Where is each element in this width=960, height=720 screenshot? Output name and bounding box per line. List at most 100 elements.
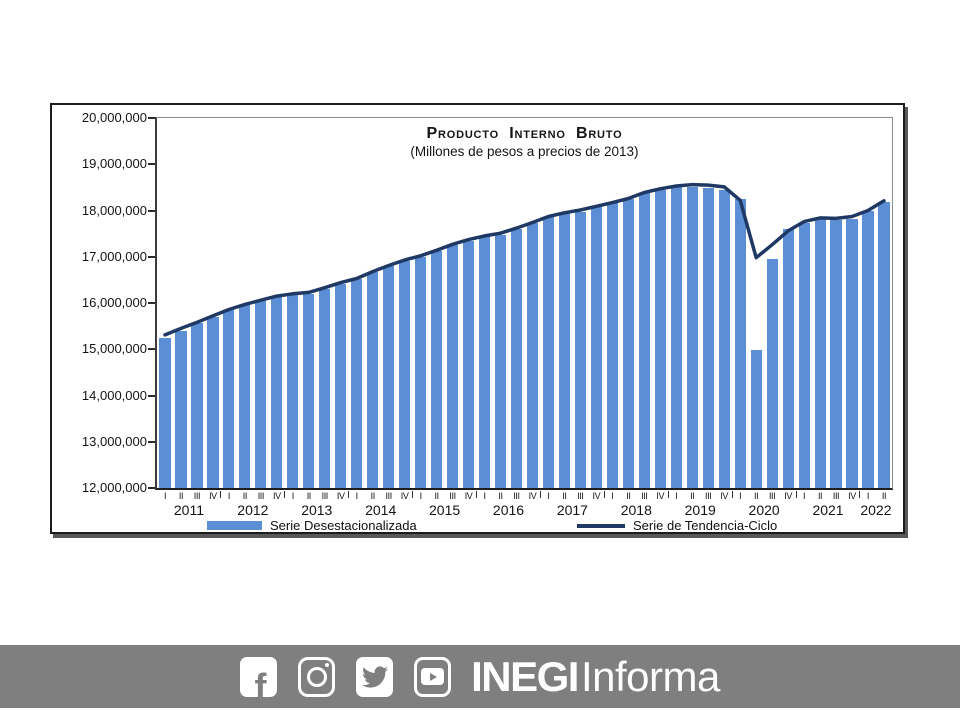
facebook-f-glyph: f: [254, 665, 267, 697]
quarter-label: III: [768, 491, 776, 501]
inegi-wordmark: INEGI: [471, 652, 579, 700]
y-tick-label: 16,000,000: [81, 295, 147, 310]
year-label-2022: 2022: [860, 502, 892, 518]
year-label-2020: 2020: [748, 502, 780, 518]
quarter-group-2012: I II III IV: [220, 491, 285, 502]
bar-2019-II: [686, 187, 698, 488]
y-tick-mark: [148, 394, 155, 397]
quarter-label: IV: [400, 491, 409, 501]
y-tick-mark: [148, 487, 155, 489]
quarter-label: II: [562, 491, 567, 501]
y-axis: 20,000,000 19,000,000 18,000,000 17,000,000…: [52, 110, 153, 495]
bar-2020-II: [750, 350, 762, 488]
legend-item-desestacionalizada: Serie Desestacionalizada: [207, 518, 417, 533]
quarter-label: IV: [209, 491, 217, 501]
y-tick-label: 15,000,000: [81, 341, 147, 357]
year-label-2011: 2011: [173, 502, 204, 518]
chart-title: Producto Interno Bruto: [426, 125, 623, 142]
y-tick-label: 17,000,000: [81, 248, 147, 264]
bar-2020-III: [766, 259, 778, 488]
bar-2019-III: [702, 188, 714, 488]
quarter-label: I: [483, 491, 486, 501]
bar-2012-II: [239, 304, 251, 488]
instagram-dot: [325, 662, 330, 667]
quarter-label: I: [866, 491, 870, 501]
quarter-label: II: [370, 491, 376, 501]
bar-2015-II: [431, 251, 443, 488]
year-label-2019: 2019: [684, 502, 716, 518]
bar-2014-IV: [399, 260, 411, 488]
bar-2021-II: [814, 218, 826, 488]
year-label-2015: 2015: [429, 502, 461, 518]
quarter-label: I: [803, 491, 806, 501]
bar-2018-IV: [654, 189, 666, 488]
quarter-label: I: [739, 491, 742, 501]
quarter-label: IV: [272, 491, 281, 501]
year-label-2012: 2012: [237, 502, 269, 518]
bar-2022-I: [862, 210, 874, 488]
y-tick-mark: [148, 255, 155, 258]
youtube-play-glyph: [430, 672, 438, 681]
trend-line: [163, 182, 886, 337]
year-label-2017: 2017: [556, 502, 588, 518]
bar-2017-IV: [590, 205, 602, 488]
legend-label-desestacionalizada: Serie Desestacionalizada: [270, 518, 417, 533]
quarter-group-2017: I II III IV: [539, 491, 604, 502]
quarter-label: III: [321, 491, 329, 501]
quarter-label: IV: [464, 491, 473, 501]
bar-2011-I: [159, 337, 171, 488]
bar-2013-II: [303, 293, 315, 488]
year-label-2018: 2018: [620, 502, 652, 518]
quarter-label: IV: [528, 491, 537, 501]
quarter-label: IV: [720, 491, 729, 501]
chart-title-block: Producto Interno Bruto (Millones de peso…: [157, 125, 892, 159]
quarter-label: III: [513, 491, 520, 501]
bar-2020-IV: [782, 229, 794, 488]
quarter-group-2022: I II: [859, 491, 892, 502]
gdp-chart: 20,000,000 19,000,000 18,000,000 17,000,000…: [50, 103, 905, 534]
quarter-group-2016: I II III IV: [476, 491, 541, 502]
bar-2015-I: [415, 256, 427, 488]
quarter-label: I: [163, 491, 167, 501]
quarter-label: IV: [656, 491, 665, 501]
informa-wordmark: Informa: [580, 652, 720, 700]
quarter-group-2020: I II III IV: [731, 491, 796, 502]
quarter-group-2013: I II III IV: [284, 491, 349, 502]
quarter-label: II: [626, 491, 631, 501]
bar-2022-II: [878, 202, 890, 488]
quarter-label: II: [817, 491, 823, 501]
y-tick-label: 18,000,000: [81, 202, 147, 218]
legend-label-tendencia-ciclo: Serie de Tendencia-Ciclo: [633, 518, 778, 533]
quarter-label: II: [754, 491, 759, 501]
facebook-icon: f: [240, 656, 278, 697]
legend-item-tendencia-ciclo: Serie de Tendencia-Ciclo: [577, 518, 777, 533]
bar-2014-I: [351, 279, 363, 488]
quarter-group-2018: I II III IV: [603, 491, 668, 502]
bar-2013-III: [319, 288, 331, 488]
trend-polyline: [163, 182, 886, 337]
y-tick-mark: [148, 163, 155, 166]
bar-2011-II: [175, 330, 187, 488]
bar-2021-IV: [846, 218, 858, 488]
plot-area: Producto Interno Bruto (Millones de peso…: [148, 117, 893, 490]
quarter-label: IV: [592, 491, 601, 501]
quarter-group-2021: I II III IV: [795, 491, 860, 502]
legend-line-swatch: [577, 523, 625, 528]
bar-2019-IV: [718, 189, 730, 488]
bar-2015-IV: [462, 240, 475, 488]
bar-2017-II: [558, 213, 571, 488]
quarter-label: I: [611, 491, 614, 501]
quarter-group-2014: I II III IV: [348, 491, 413, 502]
footer-banner: f INEGI Informa: [0, 645, 960, 708]
bar-2016-II: [494, 235, 507, 488]
quarter-label: III: [193, 491, 201, 501]
bar-2018-I: [606, 203, 618, 488]
youtube-icon: [414, 656, 452, 697]
quarter-label: I: [355, 491, 359, 501]
quarter-label: III: [257, 491, 265, 501]
bar-2020-I: [734, 198, 746, 488]
y-tick-mark: [148, 209, 155, 212]
quarter-label: IV: [336, 491, 345, 501]
bar-2012-III: [255, 300, 267, 488]
